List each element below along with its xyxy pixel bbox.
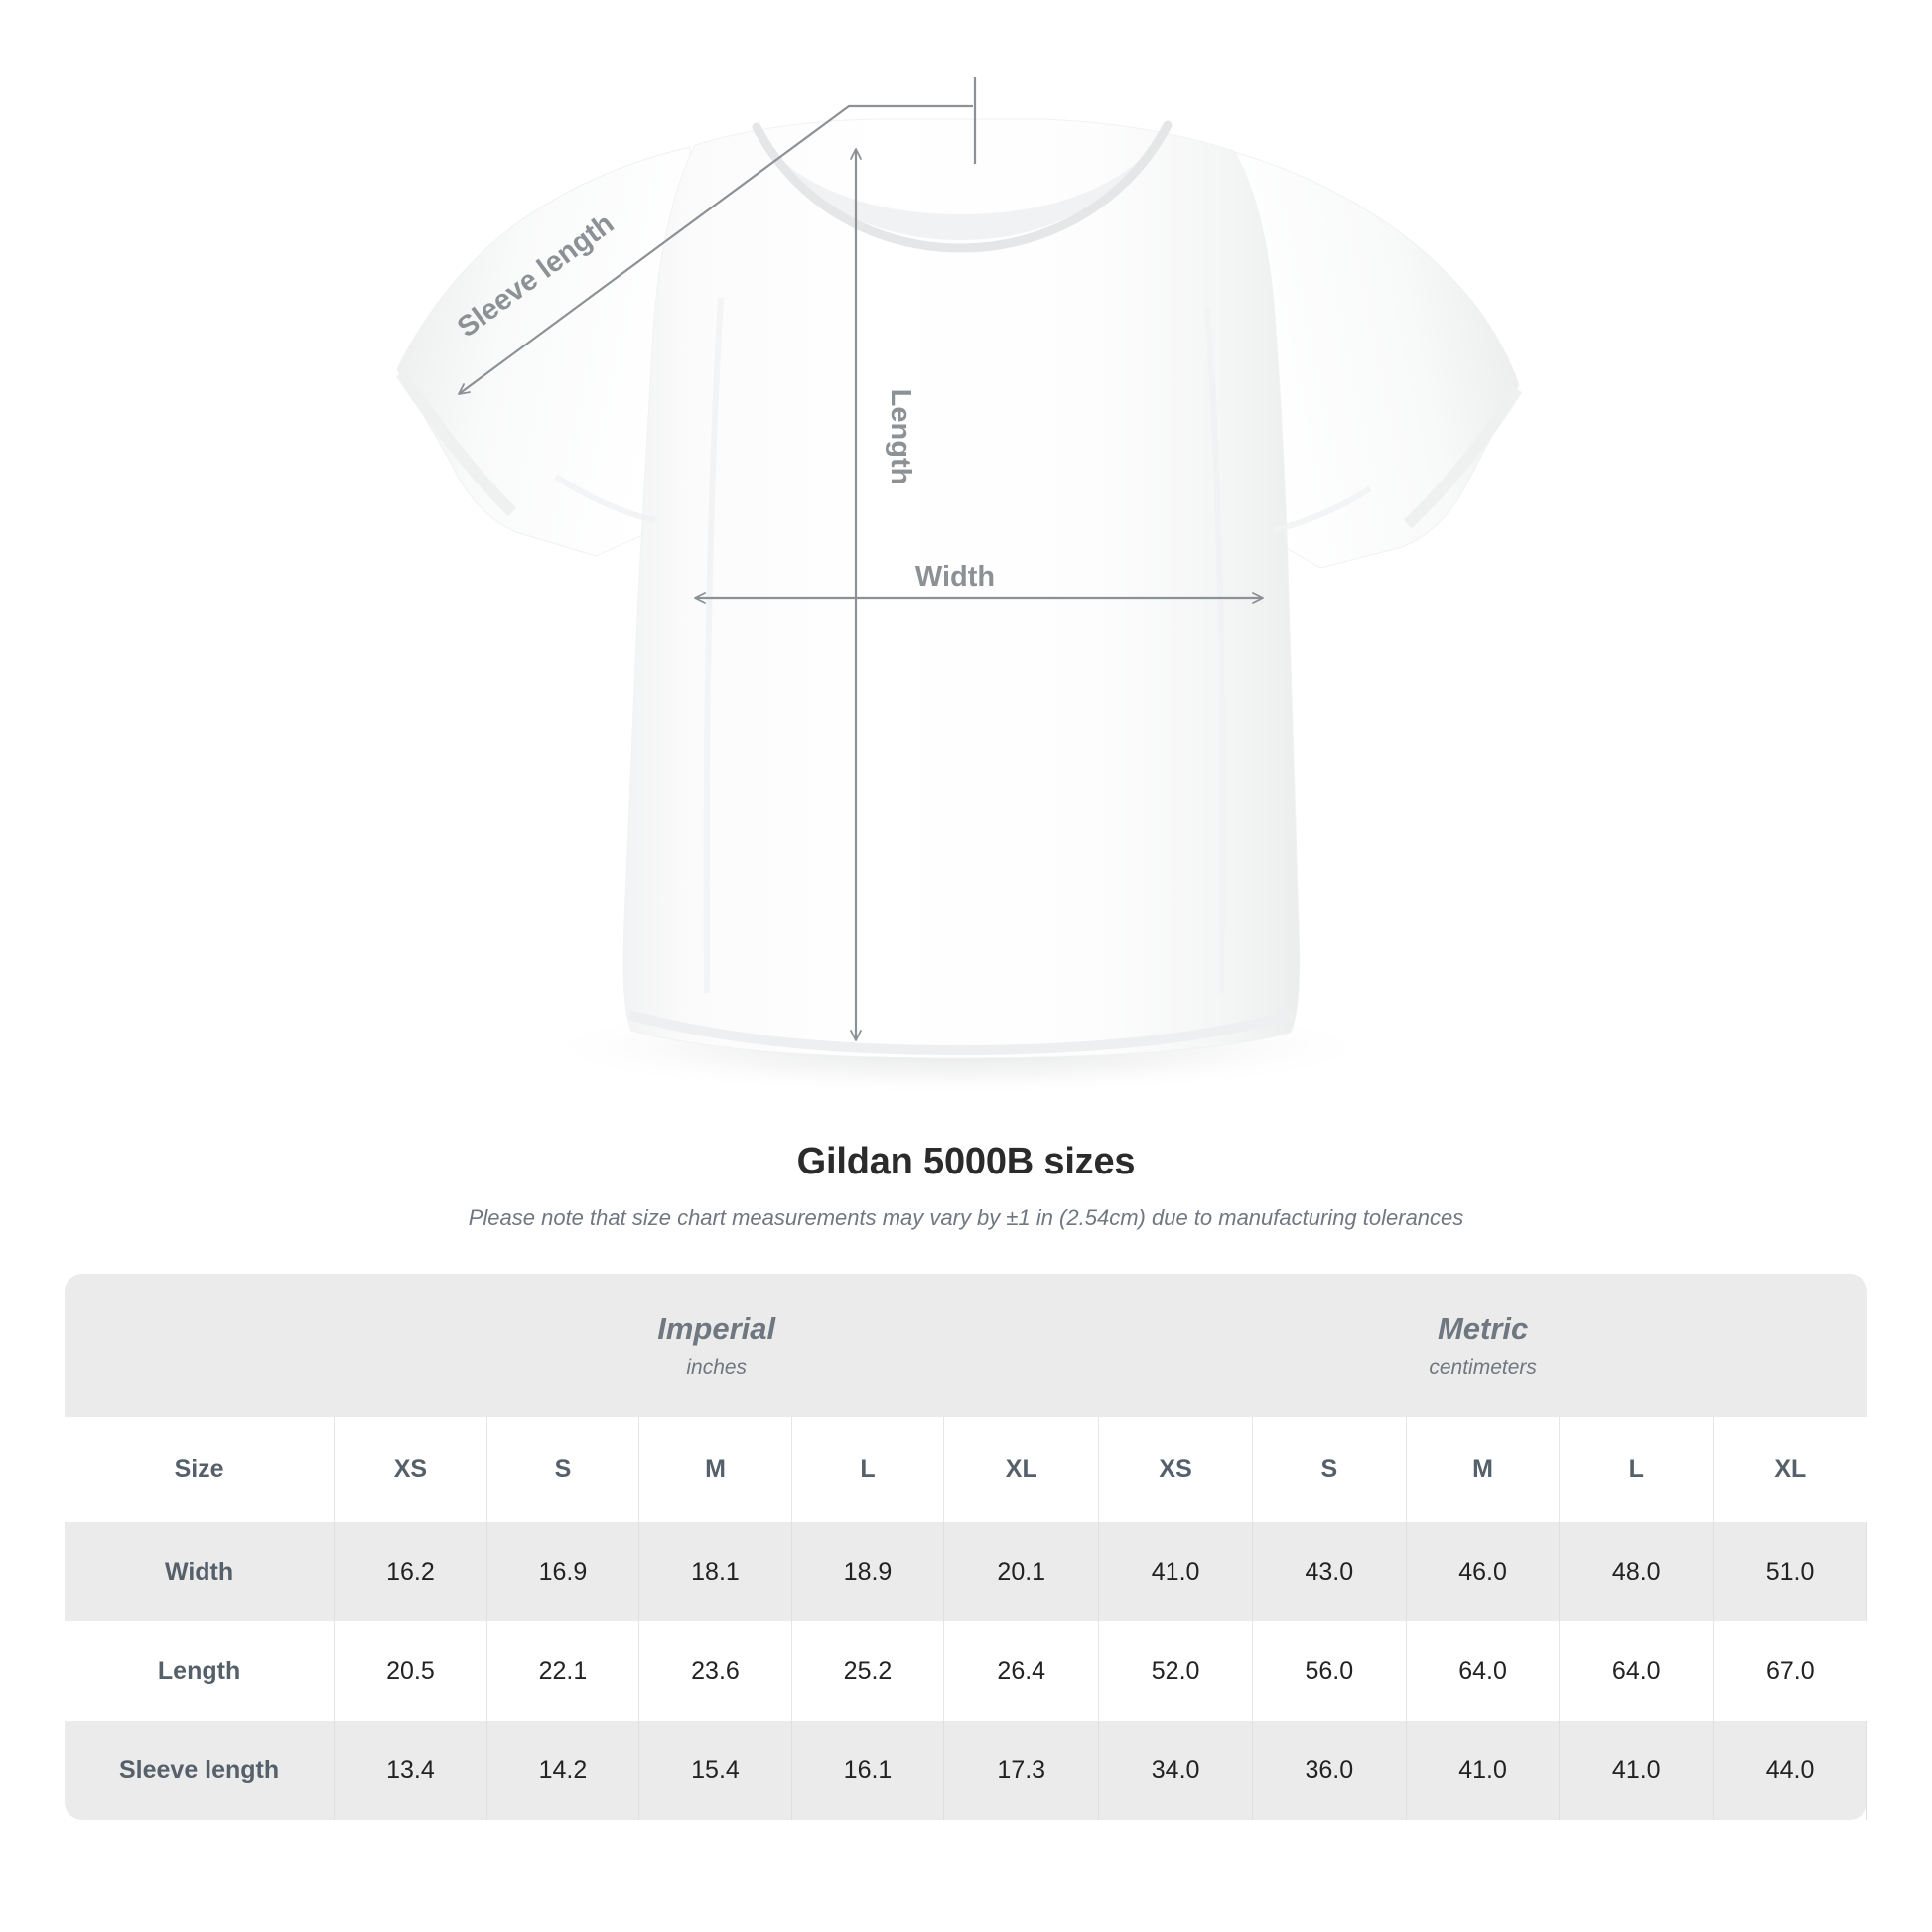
table-row: Sleeve length 13.4 14.2 15.4 16.1 17.3 3… [65,1721,1867,1820]
title-block: Gildan 5000B sizes Please note that size… [0,1141,1932,1231]
cell-length-metric-s: 56.0 [1252,1621,1407,1721]
cell-width-imperial-xs: 16.2 [334,1522,487,1621]
cell-width-metric-s: 43.0 [1252,1522,1407,1621]
cell-length-imperial-l: 25.2 [791,1621,945,1721]
cell-length-metric-xs: 52.0 [1098,1621,1253,1721]
unit-group-metric-sub: centimeters [1429,1356,1537,1380]
header-col-metric-xs: XS [1098,1417,1253,1522]
unit-corner-cell [65,1274,335,1417]
right-cuff [1403,385,1523,529]
table-row: Length 20.5 22.1 23.6 25.2 26.4 52.0 56.… [65,1621,1867,1721]
left-sleeve [396,146,691,557]
row-label-width: Width [65,1522,336,1621]
row-label-length: Length [65,1621,336,1721]
right-sleeve [1230,150,1520,569]
header-col-metric-s: S [1252,1417,1407,1522]
cell-length-imperial-m: 23.6 [638,1621,792,1721]
header-col-imperial-l: L [791,1417,945,1522]
unit-group-imperial: Imperial inches [334,1274,1099,1417]
unit-group-metric-name: Metric [1437,1311,1529,1346]
cell-length-metric-m: 64.0 [1406,1621,1561,1721]
shirt-hem [627,1010,1295,1056]
sleeve-length-arrow [458,104,973,395]
width-label: Width [915,561,995,593]
unit-group-imperial-sub: inches [686,1356,748,1380]
cell-sleeve-metric-m: 41.0 [1406,1721,1561,1820]
header-col-imperial-xs: XS [334,1417,487,1522]
tolerance-note: Please note that size chart measurements… [468,1204,1464,1230]
tshirt-measurement-diagram: Sleeve length Length Width [396,77,1523,1095]
cell-width-metric-xl: 51.0 [1713,1522,1867,1621]
collar-ribbing [752,120,1173,253]
cell-sleeve-imperial-m: 15.4 [638,1721,792,1820]
cell-sleeve-metric-l: 41.0 [1559,1721,1715,1820]
cell-width-imperial-xl: 20.1 [943,1522,1100,1621]
cell-width-imperial-s: 16.9 [486,1522,640,1621]
unit-group-imperial-name: Imperial [657,1311,776,1346]
cell-sleeve-imperial-l: 16.1 [791,1721,945,1820]
header-col-metric-m: M [1406,1417,1561,1522]
size-table: Imperial inches Metric centimeters Size … [65,1274,1867,1820]
cell-width-imperial-l: 18.9 [791,1522,945,1621]
cell-sleeve-metric-xl: 44.0 [1713,1721,1867,1820]
header-col-imperial-m: M [638,1417,792,1522]
length-label: Length [885,389,916,485]
cell-sleeve-imperial-s: 14.2 [486,1721,640,1820]
width-annotation: Width [694,561,1264,604]
size-header-row: Size XS S M L XL XS S M L XL [65,1417,1867,1522]
page-title: Gildan 5000B sizes [796,1141,1136,1182]
table-row: Width 16.2 16.9 18.1 18.9 20.1 41.0 43.0… [65,1522,1867,1621]
cell-sleeve-metric-xs: 34.0 [1098,1721,1253,1820]
tshirt-diagram-svg: Sleeve length Length Width [396,77,1523,1095]
header-col-imperial-s: S [486,1417,640,1522]
header-col-imperial-xl: XL [943,1417,1100,1522]
cell-width-imperial-m: 18.1 [638,1522,792,1621]
cell-length-imperial-s: 22.1 [486,1621,640,1721]
cell-length-imperial-xl: 26.4 [943,1621,1100,1721]
cell-width-metric-m: 46.0 [1406,1522,1561,1621]
cell-length-metric-l: 64.0 [1559,1621,1715,1721]
shirt-body [622,118,1301,1059]
cell-sleeve-imperial-xs: 13.4 [334,1721,487,1820]
cell-width-metric-l: 48.0 [1559,1522,1715,1621]
cell-length-imperial-xs: 20.5 [334,1621,487,1721]
cell-sleeve-metric-s: 36.0 [1252,1721,1407,1820]
cell-length-metric-xl: 67.0 [1713,1621,1867,1721]
cell-width-metric-xs: 41.0 [1098,1522,1253,1621]
cell-sleeve-imperial-xl: 17.3 [943,1721,1100,1820]
header-size-label: Size [65,1417,336,1522]
row-label-sleeve-length: Sleeve length [65,1721,336,1820]
header-col-metric-l: L [1559,1417,1715,1522]
unit-group-metric: Metric centimeters [1098,1274,1867,1417]
unit-header-row: Imperial inches Metric centimeters [65,1274,1867,1417]
header-col-metric-xl: XL [1713,1417,1867,1522]
left-cuff [396,369,517,517]
size-table-container: Imperial inches Metric centimeters Size … [65,1274,1867,1820]
